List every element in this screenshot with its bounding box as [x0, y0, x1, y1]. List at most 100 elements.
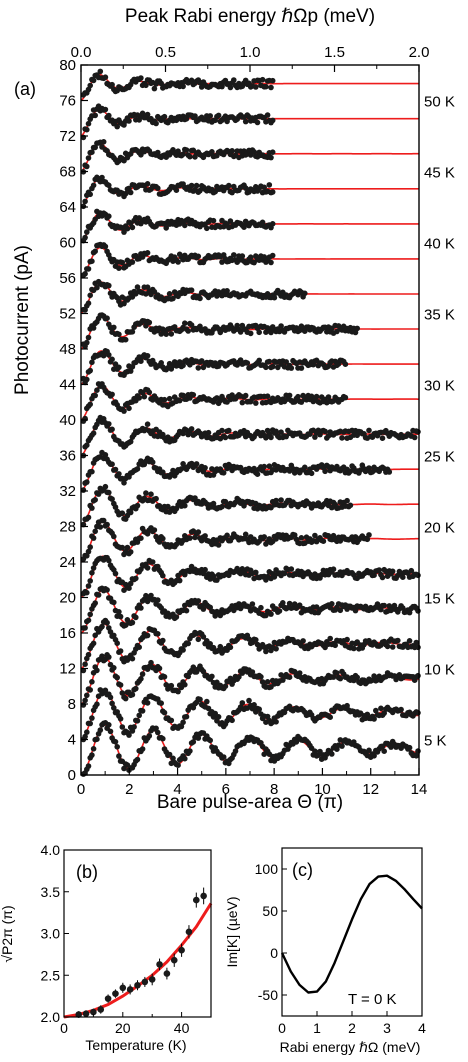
- data-point: [121, 765, 127, 772]
- y-tick-label: 72: [59, 128, 76, 145]
- data-point: [339, 743, 345, 749]
- data-point: [415, 572, 421, 579]
- data-point: [413, 639, 420, 646]
- data-point: [138, 75, 144, 81]
- data-point: [207, 641, 213, 647]
- data-point: [329, 751, 335, 757]
- data-point: [192, 495, 198, 501]
- data-point: [195, 636, 202, 643]
- data-point: [127, 549, 134, 555]
- data-point: [197, 295, 203, 302]
- data-point: [92, 144, 98, 151]
- data-point: [222, 498, 229, 505]
- data-point: [84, 442, 90, 449]
- x-tick-label: 4: [418, 1020, 426, 1036]
- data-point: [109, 81, 115, 88]
- data-point: [129, 259, 136, 265]
- data-point: [242, 531, 249, 538]
- data-point: [148, 491, 154, 498]
- data-point: [183, 607, 190, 614]
- data-point: [354, 674, 361, 681]
- data-point: [85, 651, 92, 658]
- data-point: [411, 434, 418, 441]
- data-point: [129, 691, 136, 698]
- data-point: [116, 364, 122, 371]
- data-point: [337, 607, 344, 614]
- data-point: [82, 1010, 90, 1017]
- data-point: [149, 559, 156, 565]
- data-point: [280, 600, 286, 606]
- data-point: [239, 670, 246, 676]
- data-point: [129, 224, 136, 231]
- panel-a-top-ticks: 0.0 0.5 1.0 1.5 2.0: [71, 44, 429, 72]
- data-point: [143, 82, 149, 89]
- data-point: [386, 469, 393, 475]
- data-point: [97, 524, 104, 530]
- data-point: [195, 253, 202, 260]
- data-point: [146, 319, 153, 326]
- data-point: [249, 601, 256, 607]
- data-point: [258, 604, 264, 611]
- data-point: [87, 191, 93, 198]
- data-point: [134, 981, 141, 989]
- data-point: [138, 566, 144, 573]
- data-point: [84, 229, 90, 235]
- data-point: [84, 729, 90, 735]
- data-point: [264, 112, 271, 118]
- data-point: [99, 623, 105, 630]
- data-point: [415, 672, 421, 679]
- data-point: [111, 599, 117, 606]
- data-point: [334, 670, 340, 676]
- data-point: [381, 602, 388, 609]
- data-point: [161, 674, 168, 680]
- data-point: [271, 574, 278, 580]
- data-point: [92, 600, 98, 606]
- data-point: [100, 139, 107, 145]
- data-point: [121, 480, 127, 486]
- data-point: [207, 113, 213, 119]
- data-point: [84, 479, 90, 485]
- data-point: [192, 113, 198, 119]
- data-point: [161, 709, 168, 716]
- data-point: [224, 532, 230, 539]
- x-tick-label: 10: [314, 781, 331, 798]
- data-point: [231, 252, 237, 258]
- data-point: [312, 748, 318, 754]
- data-point: [90, 182, 97, 189]
- data-point: [85, 763, 92, 769]
- data-point: [160, 572, 166, 579]
- data-point: [188, 426, 195, 432]
- data-point: [227, 644, 234, 651]
- data-point: [85, 583, 92, 589]
- data-point: [269, 77, 276, 84]
- data-point: [273, 719, 279, 725]
- data-point: [288, 566, 295, 572]
- data-point: [155, 729, 161, 736]
- data-point: [327, 635, 334, 642]
- data-point: [371, 673, 377, 679]
- data-point: [175, 259, 181, 265]
- data-point: [296, 602, 303, 608]
- data-point: [193, 896, 200, 904]
- data-point: [127, 368, 134, 374]
- data-point: [296, 670, 303, 676]
- y-tick-label: 44: [59, 377, 76, 394]
- data-point: [141, 393, 148, 400]
- data-point: [236, 674, 242, 680]
- data-point: [187, 748, 193, 754]
- data-point: [178, 723, 185, 730]
- data-point: [87, 578, 93, 584]
- data-point: [364, 536, 371, 543]
- data-point: [269, 252, 276, 259]
- data-point: [82, 733, 88, 740]
- data-point: [298, 365, 305, 371]
- data-point: [256, 357, 263, 364]
- x-tick-label: 3: [383, 1020, 391, 1036]
- data-point: [109, 426, 115, 433]
- x-tick-label: 40: [174, 1020, 190, 1036]
- panel-a-y-axis-label: Photocurrent (pA): [12, 245, 33, 395]
- temperature-label: 40 K: [424, 236, 455, 253]
- data-point: [121, 229, 127, 235]
- y-tick-label: 0: [270, 945, 278, 961]
